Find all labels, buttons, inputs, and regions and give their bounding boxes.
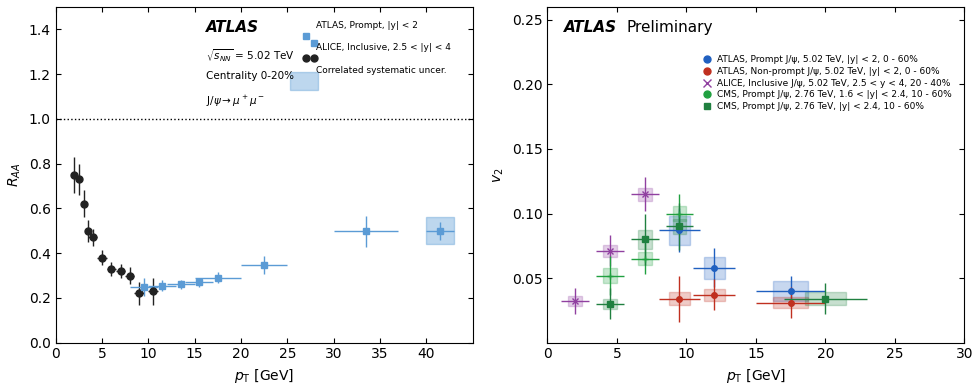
FancyBboxPatch shape — [426, 217, 454, 244]
FancyBboxPatch shape — [638, 230, 652, 249]
Y-axis label: $R_{AA}$: $R_{AA}$ — [7, 163, 24, 187]
X-axis label: $p_{\rm T}$ [GeV]: $p_{\rm T}$ [GeV] — [234, 367, 294, 385]
FancyBboxPatch shape — [704, 289, 724, 301]
FancyBboxPatch shape — [672, 219, 686, 234]
Text: $\sqrt{s_{NN}}$ = 5.02 TeV: $\sqrt{s_{NN}}$ = 5.02 TeV — [206, 47, 295, 64]
Text: ATLAS: ATLAS — [564, 20, 617, 35]
Text: J/$\psi\rightarrow\mu^+\mu^-$: J/$\psi\rightarrow\mu^+\mu^-$ — [206, 94, 265, 109]
FancyBboxPatch shape — [638, 252, 652, 265]
FancyBboxPatch shape — [290, 72, 318, 90]
Text: Correlated systematic uncer.: Correlated systematic uncer. — [317, 65, 447, 74]
Text: Preliminary: Preliminary — [626, 20, 713, 35]
FancyBboxPatch shape — [603, 268, 617, 283]
FancyBboxPatch shape — [773, 281, 808, 301]
FancyBboxPatch shape — [704, 257, 724, 279]
Y-axis label: $v_2$: $v_2$ — [492, 167, 507, 183]
FancyBboxPatch shape — [805, 292, 846, 305]
FancyBboxPatch shape — [638, 188, 652, 201]
FancyBboxPatch shape — [568, 296, 582, 307]
FancyBboxPatch shape — [669, 216, 690, 245]
FancyBboxPatch shape — [669, 292, 690, 305]
X-axis label: $p_{\rm T}$ [GeV]: $p_{\rm T}$ [GeV] — [726, 367, 786, 385]
Legend: ATLAS, Prompt J/ψ, 5.02 TeV, |y| < 2, 0 - 60%, ATLAS, Non-prompt J/ψ, 5.02 TeV, : ATLAS, Prompt J/ψ, 5.02 TeV, |y| < 2, 0 … — [699, 52, 956, 115]
Text: ATLAS: ATLAS — [206, 20, 259, 35]
FancyBboxPatch shape — [773, 298, 808, 308]
FancyBboxPatch shape — [603, 245, 617, 258]
Text: ATLAS, Prompt, |y| < 2: ATLAS, Prompt, |y| < 2 — [317, 21, 418, 30]
FancyBboxPatch shape — [603, 299, 617, 309]
FancyBboxPatch shape — [672, 206, 686, 221]
Text: ALICE, Inclusive, 2.5 < |y| < 4: ALICE, Inclusive, 2.5 < |y| < 4 — [317, 44, 451, 53]
Text: Centrality 0-20%: Centrality 0-20% — [206, 71, 294, 81]
